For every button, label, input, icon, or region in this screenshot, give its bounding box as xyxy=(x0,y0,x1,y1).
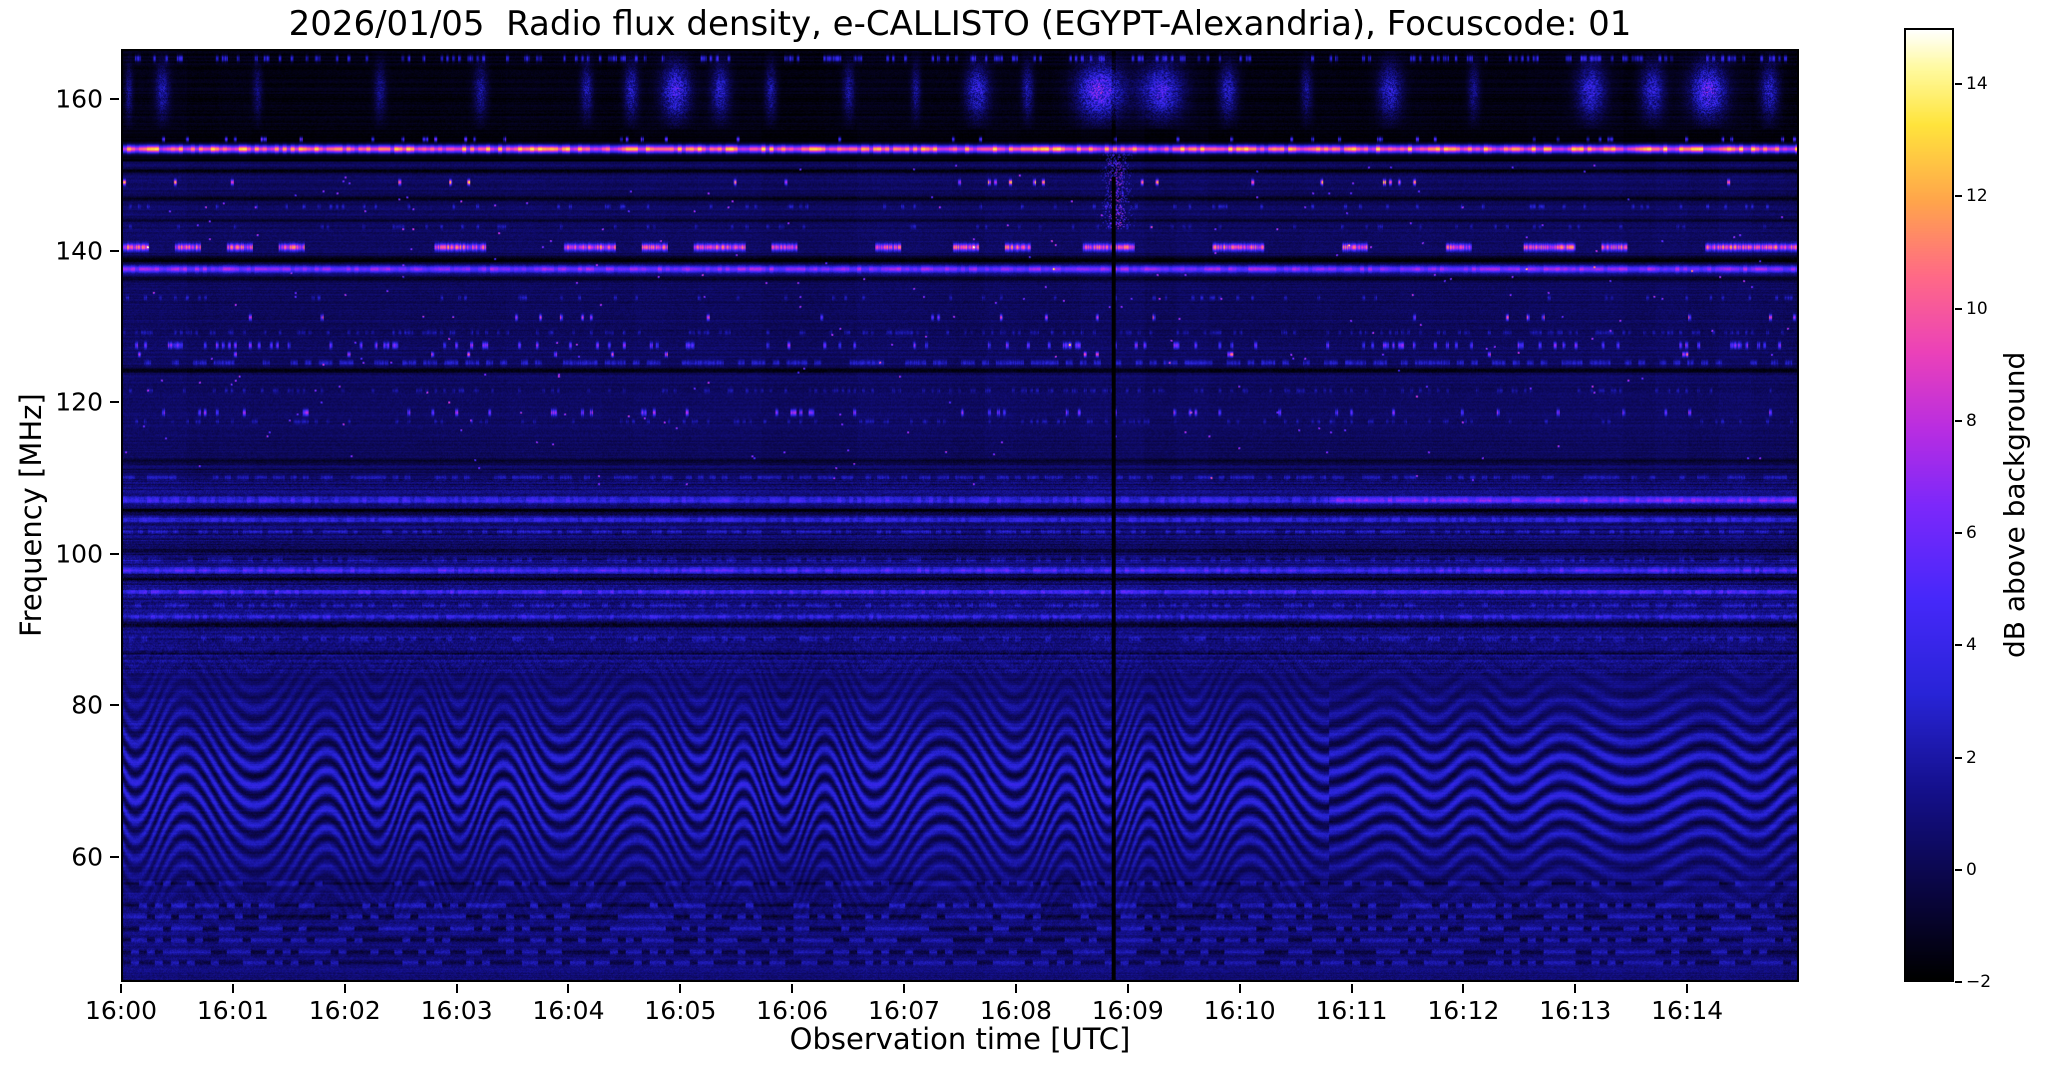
colorbar-tick-mark xyxy=(1955,419,1962,422)
x-tick-label: 16:09 xyxy=(1091,996,1164,1025)
x-tick-label: 16:04 xyxy=(532,996,605,1025)
colorbar-tick-mark xyxy=(1955,195,1962,198)
colorbar-tick-label: 12 xyxy=(1966,186,1988,207)
colorbar-tick-label: 2 xyxy=(1966,747,1977,768)
x-tick-mark xyxy=(1574,984,1577,993)
x-tick-label: 16:06 xyxy=(756,996,829,1025)
y-tick-mark xyxy=(110,855,119,858)
colorbar xyxy=(1904,28,1954,982)
colorbar-tick-label: 6 xyxy=(1966,523,1977,544)
colorbar-tick-mark xyxy=(1955,756,1962,759)
x-tick-label: 16:03 xyxy=(420,996,493,1025)
colorbar-gradient xyxy=(1906,30,1952,980)
y-tick-label: 100 xyxy=(55,539,103,569)
x-tick-label: 16:05 xyxy=(644,996,717,1025)
y-tick-mark xyxy=(110,98,119,101)
x-axis-label: Observation time [UTC] xyxy=(789,1022,1131,1056)
colorbar-tick-label: 0 xyxy=(1966,859,1977,880)
y-tick-mark xyxy=(110,704,119,707)
x-tick-mark xyxy=(903,984,906,993)
x-tick-label: 16:02 xyxy=(308,996,381,1025)
x-tick-mark xyxy=(791,984,794,993)
colorbar-tick-mark xyxy=(1955,532,1962,535)
colorbar-tick-label: −2 xyxy=(1966,972,1992,992)
colorbar-tick-mark xyxy=(1955,83,1962,86)
x-tick-label: 16:11 xyxy=(1315,996,1388,1025)
x-tick-mark xyxy=(455,984,458,993)
x-tick-mark xyxy=(1350,984,1353,993)
y-tick-label: 80 xyxy=(71,690,103,720)
colorbar-tick-mark xyxy=(1955,868,1962,871)
colorbar-label: dB above background xyxy=(1998,351,2031,659)
x-tick-mark xyxy=(1238,984,1241,993)
spectrogram-heatmap xyxy=(123,51,1797,980)
y-tick-mark xyxy=(110,249,119,252)
colorbar-tick-label: 8 xyxy=(1966,410,1977,431)
colorbar-tick-label: 10 xyxy=(1966,298,1988,319)
x-tick-mark xyxy=(567,984,570,993)
plot-area xyxy=(121,49,1799,982)
x-tick-label: 16:10 xyxy=(1203,996,1276,1025)
y-tick-mark xyxy=(110,401,119,404)
colorbar-tick-mark xyxy=(1955,307,1962,310)
x-tick-label: 16:01 xyxy=(196,996,269,1025)
x-tick-label: 16:12 xyxy=(1427,996,1500,1025)
x-tick-label: 16:08 xyxy=(979,996,1052,1025)
x-tick-mark xyxy=(120,984,122,993)
x-tick-mark xyxy=(231,984,234,993)
y-tick-label: 160 xyxy=(55,84,103,114)
x-tick-mark xyxy=(1014,984,1017,993)
colorbar-tick-mark xyxy=(1955,981,1962,983)
colorbar-tick-label: 4 xyxy=(1966,635,1977,656)
x-tick-label: 16:07 xyxy=(868,996,941,1025)
x-tick-label: 16:13 xyxy=(1539,996,1612,1025)
chart-title: 2026/01/05 Radio flux density, e-CALLIST… xyxy=(288,4,1632,44)
x-tick-label: 16:00 xyxy=(84,996,158,1025)
x-tick-mark xyxy=(679,984,682,993)
y-tick-label: 120 xyxy=(55,387,103,417)
colorbar-tick-mark xyxy=(1955,644,1962,647)
x-tick-mark xyxy=(1686,984,1689,993)
y-tick-label: 140 xyxy=(55,236,103,266)
y-tick-label: 60 xyxy=(71,842,103,872)
colorbar-tick-label: 14 xyxy=(1966,74,1988,95)
x-tick-mark xyxy=(1126,984,1129,993)
x-tick-mark xyxy=(343,984,346,993)
x-tick-label: 16:14 xyxy=(1651,996,1724,1025)
x-tick-mark xyxy=(1462,984,1465,993)
y-tick-mark xyxy=(110,552,119,555)
